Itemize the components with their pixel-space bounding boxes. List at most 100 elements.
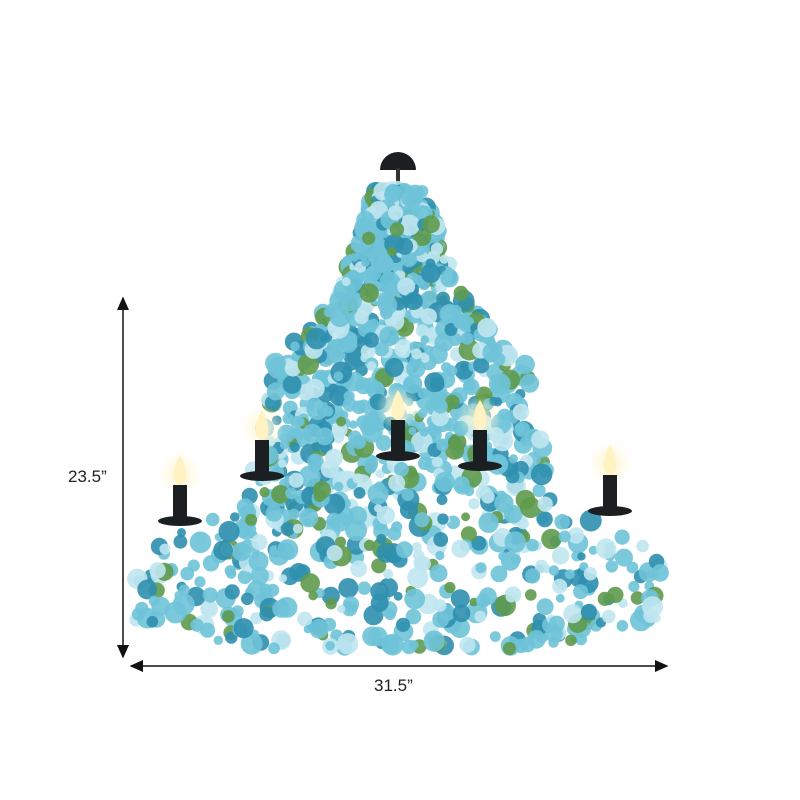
flower-cluster <box>334 536 347 548</box>
flower-cluster <box>190 618 204 632</box>
flower-cluster <box>280 522 295 536</box>
flower-cluster <box>408 640 419 650</box>
flower-cluster <box>436 291 450 306</box>
flower-cluster <box>436 439 449 452</box>
flower-cluster <box>397 277 415 296</box>
flower-cluster <box>514 421 530 438</box>
flower-cluster <box>377 295 398 315</box>
flower-cluster <box>424 372 445 393</box>
flower-cluster <box>423 630 445 652</box>
flower-cluster <box>414 556 429 572</box>
flower-cluster <box>451 539 470 558</box>
flower-cluster <box>414 512 430 528</box>
flower-cluster <box>268 642 280 655</box>
flower-cluster <box>567 527 585 544</box>
flower-cluster <box>433 599 447 612</box>
flower-cluster <box>420 335 430 345</box>
flower-cluster <box>436 494 448 506</box>
flower-cluster <box>364 462 377 474</box>
flower-cluster <box>558 530 571 543</box>
flower-cluster <box>383 569 394 579</box>
flower-cluster <box>341 277 351 287</box>
flower-cluster <box>573 584 589 600</box>
flower-cluster <box>424 345 434 355</box>
flower-cluster <box>583 567 598 581</box>
flower-cluster <box>271 485 290 504</box>
flower-cluster <box>356 210 375 229</box>
flower-cluster <box>343 390 355 402</box>
flower-cluster <box>359 283 379 303</box>
flower-cluster <box>178 584 190 596</box>
flower-cluster <box>224 565 236 577</box>
flower-cluster <box>173 534 188 549</box>
flower-cluster <box>461 332 474 345</box>
flower-cluster <box>453 285 469 301</box>
flower-cluster <box>202 555 220 572</box>
flower-cluster <box>502 642 517 656</box>
flower-cluster <box>417 456 432 470</box>
flower-cluster <box>421 263 441 284</box>
flower-cluster <box>339 335 358 353</box>
flower-cluster <box>290 341 300 352</box>
flower-cluster <box>555 593 565 603</box>
flower-cluster <box>626 561 639 574</box>
flower-cluster <box>474 610 487 623</box>
flower-cluster <box>180 566 194 581</box>
flower-cluster <box>137 579 158 600</box>
flower-cluster <box>326 512 342 528</box>
flower-cluster <box>222 610 235 623</box>
height-label: 23.5” <box>68 467 107 486</box>
flower-cluster <box>411 348 422 360</box>
flower-cluster <box>381 635 400 655</box>
flower-cluster <box>541 528 562 550</box>
flower-cluster <box>237 569 252 585</box>
flower-cluster <box>401 189 418 207</box>
flower-cluster <box>326 545 343 562</box>
flower-cluster <box>353 487 366 499</box>
flower-cluster <box>435 550 445 561</box>
flower-cluster <box>388 474 406 492</box>
flower-cluster <box>551 546 570 565</box>
flower-cluster <box>445 365 458 377</box>
flower-cluster <box>463 485 475 497</box>
flower-cluster <box>459 636 476 654</box>
flower-cluster <box>512 403 530 421</box>
flower-cluster <box>433 399 448 414</box>
flower-cluster <box>376 533 387 545</box>
flower-cluster <box>379 326 400 347</box>
flower-mass <box>127 180 669 656</box>
flower-cluster <box>420 308 437 325</box>
flower-cluster <box>277 539 299 561</box>
flower-cluster <box>374 481 385 492</box>
flower-cluster <box>425 258 436 269</box>
flower-cluster <box>394 462 409 477</box>
flower-cluster <box>530 463 553 486</box>
flower-cluster <box>473 357 490 374</box>
flower-cluster <box>313 490 326 503</box>
flower-cluster <box>148 595 160 607</box>
flower-cluster <box>379 271 401 293</box>
flower-cluster <box>305 327 328 350</box>
flower-cluster <box>429 564 448 583</box>
flower-cluster <box>468 498 480 510</box>
flower-cluster <box>374 504 383 513</box>
candle-bulb <box>240 406 284 481</box>
candle-bulb <box>376 386 420 461</box>
flower-cluster <box>342 397 357 412</box>
flower-cluster <box>328 383 339 394</box>
flower-cluster <box>434 471 455 492</box>
flower-cluster <box>552 578 568 594</box>
flower-cluster <box>282 375 302 394</box>
flower-cluster <box>363 332 379 348</box>
flower-cluster <box>440 269 459 288</box>
flower-cluster <box>307 453 324 471</box>
width-label: 31.5” <box>374 676 413 695</box>
flower-cluster <box>525 589 537 601</box>
flower-cluster <box>404 588 426 610</box>
flower-cluster <box>159 543 171 555</box>
flower-cluster <box>320 459 340 479</box>
flower-cluster <box>417 387 429 399</box>
flower-cluster <box>333 371 344 382</box>
flower-cluster <box>396 617 411 632</box>
